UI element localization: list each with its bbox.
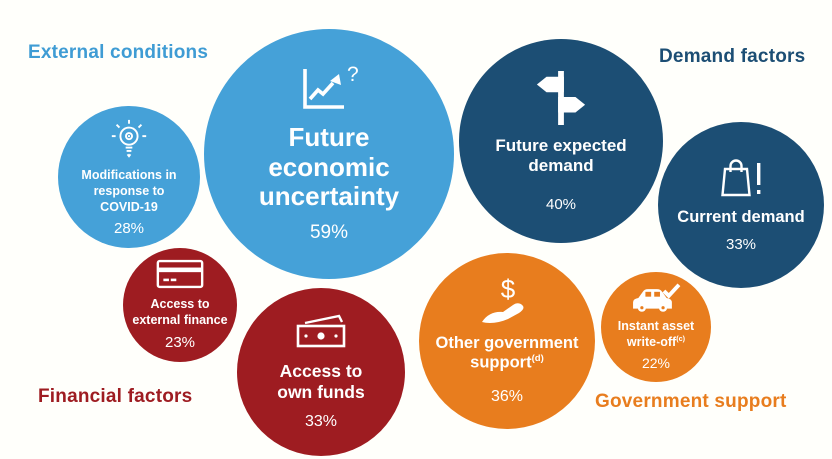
bubble-label-line: support(d) xyxy=(470,353,544,372)
bubble-value: 23% xyxy=(164,334,196,352)
bubble-label-line: write-off(c) xyxy=(626,334,686,350)
bubble-label-line: Access to xyxy=(279,360,363,381)
bubble-label-line: Instant asset xyxy=(617,318,695,333)
hand-dollar-icon: $ xyxy=(479,274,535,331)
bubble-label-line: Other government xyxy=(435,333,579,352)
footnote-marker: (d) xyxy=(531,353,544,365)
bubble-future-economic-uncertainty: ? Future economic uncertainty 59% xyxy=(204,29,454,279)
bubble-label-line: Access to xyxy=(150,296,210,311)
bubble-label-line: demand xyxy=(528,156,594,175)
credit-card-icon xyxy=(156,259,204,294)
bubble-value: 59% xyxy=(309,221,349,243)
bubble-value: 33% xyxy=(304,413,338,431)
bubble-access-own-funds: Access to own funds 33% xyxy=(237,288,405,456)
group-heading-government-support: Government support xyxy=(595,391,787,412)
bubble-future-expected-demand: Future expected demand 40% xyxy=(459,39,663,243)
bubble-other-government-support: $ Other government support(d) 36% xyxy=(419,253,595,429)
bubble-instant-asset-write-off: Instant asset write-off(c) 22% xyxy=(601,272,711,382)
group-heading-external-conditions: External conditions xyxy=(28,42,209,63)
bubble-label-line: Future expected xyxy=(495,135,627,155)
bubble-value: 36% xyxy=(490,388,524,406)
bubble-label-line: own funds xyxy=(277,381,365,402)
bubble-current-demand: Current demand 33% xyxy=(658,122,824,288)
bubble-label-line: external finance xyxy=(132,312,228,327)
bubble-label-line: COVID-19 xyxy=(100,199,158,214)
bubble-value: 28% xyxy=(113,219,145,237)
group-heading-financial-factors: Financial factors xyxy=(38,386,193,407)
bubble-label-line: uncertainty xyxy=(258,181,400,212)
bubble-label-line: Modifications in xyxy=(81,167,177,182)
footnote-marker: (c) xyxy=(676,334,686,344)
bubble-value: 33% xyxy=(725,236,757,254)
svg-text:?: ? xyxy=(347,64,358,86)
trend-chart-question-icon: ? xyxy=(300,63,359,117)
group-heading-demand-factors: Demand factors xyxy=(659,46,806,67)
car-check-icon xyxy=(631,283,681,318)
svg-text:$: $ xyxy=(501,276,516,304)
bubble-value: 22% xyxy=(641,355,671,372)
bubble-label-line: Current demand xyxy=(677,207,805,226)
bubble-modifications-covid: Modifications in response to COVID-19 28… xyxy=(58,106,200,248)
bubble-access-external-finance: Access to external finance 23% xyxy=(123,248,237,362)
bubble-value: 40% xyxy=(545,196,577,214)
bubble-label-line: economic xyxy=(268,151,390,182)
shopping-bag-alert-icon xyxy=(716,157,766,202)
lightbulb-icon xyxy=(108,118,150,165)
banknotes-icon xyxy=(294,313,348,354)
bubble-label-line: response to xyxy=(93,183,165,198)
signpost-icon xyxy=(534,69,588,132)
bubble-label-line: Future xyxy=(288,122,370,153)
